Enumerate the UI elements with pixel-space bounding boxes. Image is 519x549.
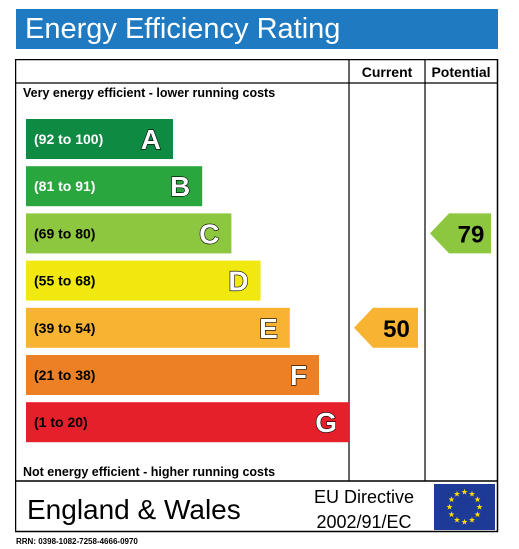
eu-star	[448, 511, 455, 518]
column-header-potential: Potential	[431, 64, 490, 80]
current-rating-value: 50	[383, 316, 410, 343]
eu-star	[448, 496, 455, 503]
footer-directive-line2: 2002/91/EC	[316, 512, 411, 532]
potential-rating-value: 79	[458, 221, 485, 248]
band-f-letter: F	[290, 360, 307, 391]
rating-pointers: 50 79	[354, 213, 491, 348]
eu-star	[474, 511, 481, 518]
top-note: Very energy efficient - lower running co…	[23, 86, 275, 100]
footer-directive-line1: EU Directive	[314, 487, 414, 507]
title-bar: Energy Efficiency Rating	[16, 9, 498, 49]
current-rating-pointer	[354, 307, 418, 348]
bottom-note: Not energy efficient - higher running co…	[23, 465, 275, 479]
band-a-range: (92 to 100)	[34, 131, 103, 147]
band-d-letter: D	[228, 266, 248, 297]
eu-star	[453, 490, 461, 497]
band-f-range: (21 to 38)	[34, 367, 95, 383]
band-g-bar	[26, 402, 349, 443]
band-a-bar	[26, 119, 173, 159]
column-header-current: Current	[362, 64, 413, 80]
eu-star	[461, 488, 468, 495]
band-e-letter: E	[259, 313, 278, 344]
band-g-range: (1 to 20)	[34, 414, 88, 430]
band-e-range: (39 to 54)	[34, 320, 95, 336]
eu-star	[476, 503, 483, 510]
band-c-range: (69 to 80)	[34, 225, 95, 241]
energy-rating-chart: Current Potential Very energy efficient …	[15, 59, 499, 533]
band-c-bar	[26, 213, 232, 254]
band-a-letter: A	[141, 124, 161, 155]
eu-star	[468, 490, 476, 497]
band-g-letter: G	[315, 407, 337, 438]
rating-bands: (92 to 100) A (81 to 91) B (69 to 80) C (55 to…	[26, 119, 349, 443]
eu-star	[468, 516, 476, 523]
band-d-range: (55 to 68)	[34, 273, 95, 289]
eu-flag-stars	[446, 488, 483, 525]
eu-star	[446, 503, 453, 510]
eu-star	[461, 518, 468, 525]
band-b-letter: B	[170, 171, 190, 202]
eu-flag	[434, 484, 495, 530]
eu-star	[453, 516, 461, 523]
band-b-range: (81 to 91)	[34, 178, 95, 194]
page-title: Energy Efficiency Rating	[25, 13, 341, 45]
band-c-letter: C	[199, 218, 219, 249]
band-d-bar	[26, 260, 261, 301]
rrn-reference: RRN: 0398-1082-7258-4666-0970	[16, 537, 138, 546]
band-f-bar	[26, 355, 319, 395]
band-b-bar	[26, 166, 203, 207]
band-e-bar	[26, 307, 290, 348]
footer-region: England & Wales	[27, 494, 241, 525]
potential-rating-pointer	[430, 213, 491, 254]
eu-star	[474, 496, 481, 503]
